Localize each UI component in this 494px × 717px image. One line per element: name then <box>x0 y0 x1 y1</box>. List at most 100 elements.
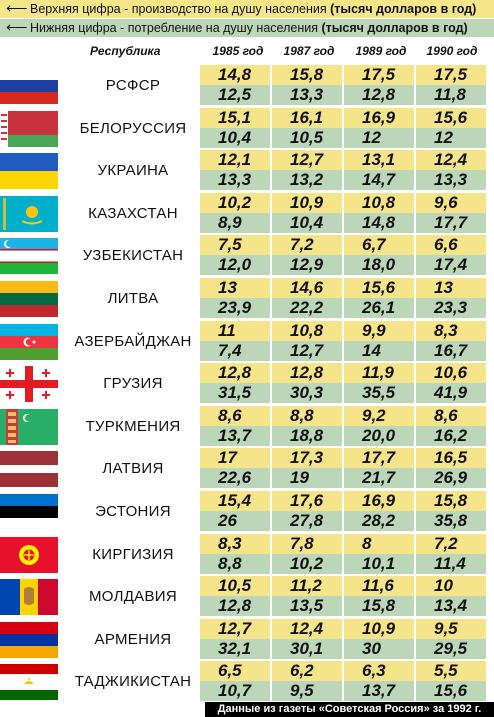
consumption-value: 13,5 <box>272 596 342 617</box>
production-value: 17,5 <box>344 65 414 85</box>
azerbaijan-flag-icon <box>0 323 58 360</box>
production-value: 12,7 <box>200 618 270 639</box>
production-value: 16,1 <box>272 107 342 128</box>
production-value: 17,5 <box>416 65 486 85</box>
production-value: 6,3 <box>344 661 414 682</box>
republic-name: МОЛДАВИЯ <box>88 588 178 606</box>
production-value: 10,5 <box>200 576 270 597</box>
header-year-1985: 1985 год <box>212 44 264 58</box>
table-row: ТАДЖИКИСТАН 6,5 10,7 6,2 9,5 6,3 13,7 5,5 15,6 <box>0 660 494 702</box>
production-value: 16,9 <box>344 491 414 511</box>
production-value: 11 <box>200 320 270 341</box>
arrow-left-icon: ⟵ <box>6 19 28 36</box>
consumption-value: 7,4 <box>200 340 270 361</box>
consumption-value: 10,7 <box>200 681 270 702</box>
consumption-value: 12 <box>416 127 486 148</box>
georgia-flag-icon <box>0 366 58 403</box>
consumption-value: 14,8 <box>344 212 414 233</box>
table-row: АЗЕРБАЙДЖАН 11 7,4 10,8 12,7 9,9 14 8,3 16,7 <box>0 320 494 362</box>
consumption-value: 30,1 <box>272 638 342 659</box>
production-value: 17,6 <box>272 491 342 511</box>
production-value: 7,2 <box>272 235 342 256</box>
republic-name: ЭСТОНИЯ <box>95 503 171 520</box>
table-row: УЗБЕКИСТАН 7,5 12,0 7,2 12,9 6,7 18,0 6,6 17,4 <box>0 234 494 276</box>
consumption-value: 12,8 <box>344 85 414 105</box>
consumption-value: 13,3 <box>200 170 270 191</box>
source-note: Данные из газеты «Советская Россия» за 1… <box>205 702 494 717</box>
republic-name: УЗБЕКИСТАН <box>82 247 184 265</box>
consumption-value: 8,9 <box>200 212 270 233</box>
production-value: 14,8 <box>200 65 270 85</box>
consumption-value: 22,6 <box>200 468 270 489</box>
table-row: ЭСТОНИЯ 15,4 26 17,6 27,8 16,9 28,2 15,8 35,8 <box>0 490 494 532</box>
consumption-value: 30,3 <box>272 383 342 404</box>
consumption-value: 18,8 <box>272 425 342 446</box>
consumption-value: 15,8 <box>344 596 414 617</box>
production-value: 15,8 <box>272 65 342 85</box>
republic-name: УКРАИНА <box>97 162 169 180</box>
production-value: 10,9 <box>344 618 414 639</box>
production-value: 7,8 <box>272 533 342 554</box>
consumption-value: 17,4 <box>416 255 486 276</box>
lithuania-flag-icon <box>0 281 58 317</box>
consumption-value: 16,7 <box>416 340 486 361</box>
uzbekistan-flag-icon <box>0 238 58 275</box>
consumption-value: 26,9 <box>416 468 486 489</box>
table-header: Республика 1985 год 1987 год 1989 год 19… <box>0 40 494 62</box>
consumption-value: 8,8 <box>200 553 270 574</box>
production-value: 15,6 <box>416 107 486 128</box>
production-value: 10,2 <box>200 192 270 213</box>
table-row: РСФСР 14,8 12,5 15,8 13,3 17,5 12,8 17,5 11,8 <box>0 64 494 106</box>
consumption-value: 13,3 <box>416 170 486 191</box>
production-value: 7,2 <box>416 533 486 554</box>
production-value: 9,9 <box>344 320 414 341</box>
production-value: 13,1 <box>344 150 414 171</box>
production-value: 15,4 <box>200 491 270 511</box>
consumption-value: 27,8 <box>272 511 342 531</box>
production-value: 16,5 <box>416 448 486 469</box>
production-value: 6,6 <box>416 235 486 256</box>
production-value: 10,9 <box>272 192 342 213</box>
consumption-value: 41,9 <box>416 383 486 404</box>
production-value: 11,9 <box>344 363 414 384</box>
republic-name: РСФСР <box>105 77 161 94</box>
production-value: 14,6 <box>272 278 342 298</box>
consumption-value: 13,7 <box>344 681 414 702</box>
republic-name: ТУРКМЕНИЯ <box>85 417 181 435</box>
consumption-value: 35,5 <box>344 383 414 404</box>
consumption-value: 26,1 <box>344 298 414 318</box>
arrow-left-icon: ⟵ <box>6 0 28 17</box>
production-value: 9,2 <box>344 405 414 426</box>
production-value: 13 <box>200 278 270 298</box>
production-value: 12,4 <box>416 150 486 171</box>
consumption-value: 19 <box>272 468 342 489</box>
consumption-value: 30 <box>344 638 414 659</box>
table-row: ТУРКМЕНИЯ 8,6 13,7 8,8 18,8 9,2 20,0 8,6 16,2 <box>0 405 494 447</box>
republic-name: АРМЕНИЯ <box>94 630 172 648</box>
consumption-value: 20,0 <box>344 425 414 446</box>
consumption-value: 15,6 <box>416 681 486 702</box>
republic-name: БЕЛОРУССИЯ <box>79 119 187 137</box>
production-value: 17,3 <box>272 448 342 469</box>
production-value: 8,6 <box>416 405 486 426</box>
table-row: ГРУЗИЯ 12,8 31,5 12,8 30,3 11,9 35,5 10,6 41,9 <box>0 362 494 404</box>
consumption-value: 35,8 <box>416 511 486 531</box>
consumption-value: 11,8 <box>416 85 486 105</box>
estonia-flag-icon <box>0 494 58 530</box>
production-value: 9,5 <box>416 618 486 639</box>
production-value: 10,8 <box>344 192 414 213</box>
production-value: 8,8 <box>272 405 342 426</box>
table-row: ЛАТВИЯ 17 22,6 17,3 19 17,7 21,7 16,5 26,9 <box>0 447 494 489</box>
consumption-value: 12,5 <box>200 85 270 105</box>
consumption-value: 10,2 <box>272 553 342 574</box>
consumption-value: 21,7 <box>344 468 414 489</box>
republic-name: ЛИТВА <box>107 290 159 307</box>
latvia-flag-icon <box>0 451 58 488</box>
production-value: 10,8 <box>272 320 342 341</box>
legend-production-text: Верхняя цифра - производство на душу нас… <box>30 2 477 16</box>
consumption-value: 26 <box>200 511 270 531</box>
turkmenistan-flag-icon <box>0 408 58 445</box>
table-row: МОЛДАВИЯ 10,5 12,8 11,2 13,5 11,6 15,8 10 13,4 <box>0 575 494 617</box>
production-value: 5,5 <box>416 661 486 682</box>
consumption-value: 10,4 <box>200 127 270 148</box>
